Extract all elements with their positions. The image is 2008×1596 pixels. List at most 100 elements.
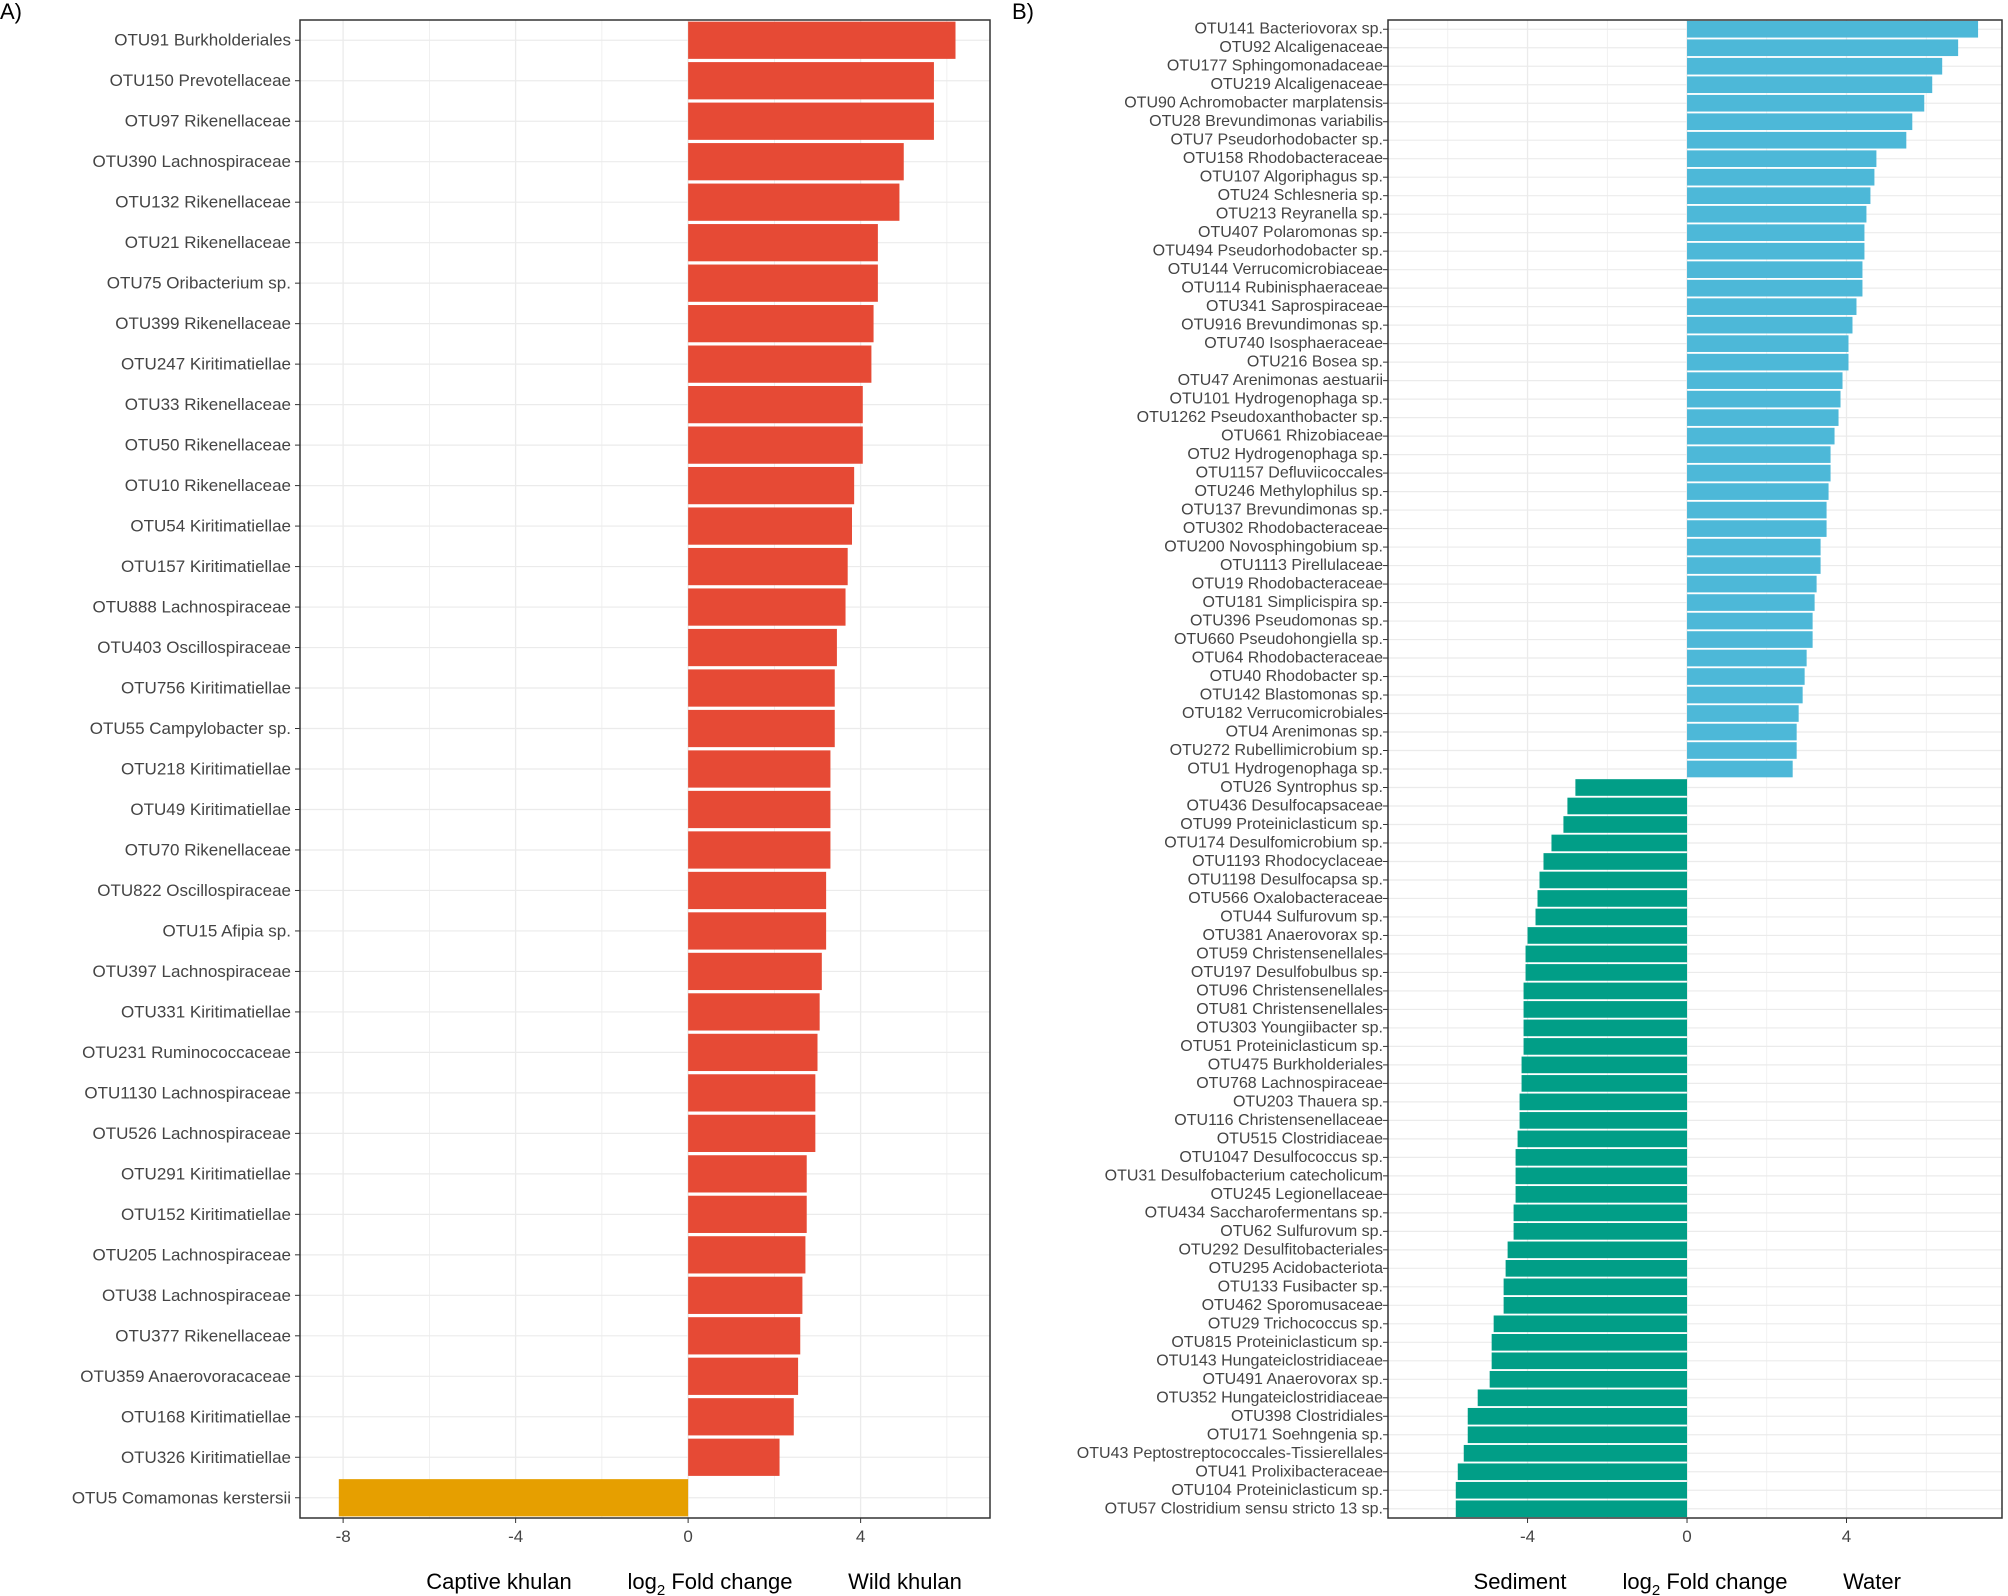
category-label: OTU292 Desulfitobacteriales <box>1178 1241 1383 1258</box>
category-label: OTU24 Schlesneria sp. <box>1218 187 1383 204</box>
category-label: OTU566 Oxalobacteraceae <box>1188 890 1383 907</box>
bar <box>1543 853 1688 870</box>
bar <box>1687 390 1841 408</box>
category-label: OTU51 Proteiniclasticum sp. <box>1180 1038 1383 1055</box>
category-label: OTU144 Verrucomicrobiaceae <box>1168 261 1383 278</box>
bar <box>1687 446 1831 463</box>
category-label: OTU152 Kiritimatiellae <box>121 1205 291 1224</box>
bar <box>688 1155 807 1193</box>
bar <box>1525 964 1688 981</box>
bar <box>1519 1093 1688 1111</box>
panel-b-x-axis-title-suffix: Fold change <box>1660 1569 1787 1594</box>
bar <box>688 993 820 1031</box>
panel-a-left-group-label: Captive khulan <box>426 1569 572 1594</box>
bar <box>1687 76 1933 94</box>
bar <box>1687 57 1943 75</box>
category-label: OTU31 Desulfobacterium catecholicum <box>1105 1167 1383 1184</box>
category-label: OTU19 Rhodobacteraceae <box>1192 576 1383 593</box>
bar <box>1523 982 1688 1000</box>
bar <box>688 62 934 100</box>
category-label: OTU740 Isosphaeraceae <box>1204 335 1383 352</box>
panel-a-bars <box>338 21 956 1517</box>
bar <box>688 1114 816 1153</box>
category-label: OTU114 Rubinisphaeraceae <box>1181 280 1383 297</box>
panel-a-right-group-label: Wild khulan <box>848 1569 962 1594</box>
category-label: OTU1262 Pseudoxanthobacter sp. <box>1137 409 1383 426</box>
category-label: OTU70 Rikenellaceae <box>125 840 291 859</box>
bar <box>688 1195 807 1233</box>
category-label: OTU168 Kiritimatiellae <box>121 1407 291 1426</box>
bar <box>1503 1296 1688 1314</box>
panel-b-x-ticks: -4 0 4 <box>1520 1518 1851 1546</box>
category-label: OTU1 Hydrogenophaga sp. <box>1187 761 1383 778</box>
bar <box>1687 686 1803 704</box>
category-label: OTU398 Clostridiales <box>1231 1408 1383 1425</box>
category-label: OTU272 Rubellimicrobium sp. <box>1170 742 1383 759</box>
bar <box>1527 927 1688 944</box>
bar <box>688 750 831 788</box>
bar <box>1687 168 1875 186</box>
bar <box>1521 1075 1688 1092</box>
category-label: OTU107 Algoriphagus sp. <box>1200 169 1383 186</box>
category-label: OTU247 Kiritimatiellae <box>121 355 291 374</box>
bar <box>1515 1167 1688 1185</box>
bar <box>1515 1186 1688 1203</box>
x-tick-label: 4 <box>1842 1527 1851 1546</box>
bar <box>688 426 863 464</box>
category-label: OTU4 Arenimonas sp. <box>1226 724 1383 741</box>
category-label: OTU99 Proteiniclasticum sp. <box>1180 816 1383 833</box>
category-label: OTU174 Desulfomicrobium sp. <box>1164 834 1383 851</box>
category-label: OTU97 Rikenellaceae <box>125 112 291 131</box>
bar <box>1537 890 1688 907</box>
category-label: OTU43 Peptostreptococcales-Tissierellale… <box>1077 1445 1383 1462</box>
category-label: OTU231 Ruminococcaceae <box>82 1043 291 1062</box>
category-label: OTU326 Kiritimatiellae <box>121 1448 291 1467</box>
x-tick-label: 0 <box>1682 1527 1691 1546</box>
bar <box>688 871 827 910</box>
bar <box>688 1236 806 1274</box>
panel-b-x-axis-title-subscript: 2 <box>1652 1582 1660 1596</box>
bar <box>1687 150 1877 168</box>
bar <box>1687 520 1827 537</box>
category-label: OTU359 Anaerovoracaceae <box>80 1367 291 1386</box>
bar <box>688 1074 816 1112</box>
bar <box>1523 1001 1688 1018</box>
bar <box>688 305 874 343</box>
category-label: OTU377 Rikenellaceae <box>115 1326 291 1345</box>
bar <box>1687 594 1815 611</box>
bar <box>1523 1038 1688 1055</box>
bar <box>1493 1315 1688 1333</box>
category-label: OTU90 Achromobacter marplatensis <box>1124 95 1383 112</box>
x-tick-label: -4 <box>508 1527 523 1546</box>
bar <box>688 831 831 869</box>
category-label: OTU205 Lachnospiraceae <box>93 1245 291 1264</box>
category-label: OTU40 Rhodobacter sp. <box>1210 668 1383 685</box>
category-label: OTU182 Verrucomicrobiales <box>1182 705 1383 722</box>
bar <box>688 1438 780 1476</box>
category-label: OTU756 Kiritimatiellae <box>121 679 291 698</box>
category-label: OTU216 Bosea sp. <box>1247 354 1383 371</box>
bar <box>1687 298 1857 315</box>
category-label: OTU21 Rikenellaceae <box>125 233 291 252</box>
bar <box>1513 1223 1688 1240</box>
bar <box>1507 1241 1688 1259</box>
category-label: OTU44 Sulfurovum sp. <box>1220 908 1383 925</box>
bar <box>1687 335 1849 352</box>
category-label: OTU526 Lachnospiraceae <box>93 1124 291 1143</box>
bar <box>1515 1149 1688 1166</box>
category-label: OTU29 Trichococcus sp. <box>1208 1315 1383 1332</box>
category-label: OTU295 Acidobacteriota <box>1209 1260 1383 1277</box>
bar <box>1567 797 1688 815</box>
category-label: OTU302 Rhodobacteraceae <box>1183 520 1383 537</box>
category-label: OTU92 Alcaligenaceae <box>1219 39 1383 56</box>
x-tick-label: -4 <box>1520 1527 1535 1546</box>
category-label: OTU116 Christensenellaceae <box>1174 1112 1383 1129</box>
category-label: OTU158 Rhodobacteraceae <box>1183 150 1383 167</box>
category-label: OTU132 Rikenellaceae <box>115 193 291 212</box>
bar <box>688 1317 801 1355</box>
category-label: OTU399 Rikenellaceae <box>115 314 291 333</box>
bar <box>688 1398 794 1436</box>
category-label: OTU5 Comamonas kerstersii <box>72 1488 291 1507</box>
bar <box>338 1479 689 1517</box>
category-label: OTU101 Hydrogenophaga sp. <box>1170 391 1383 408</box>
